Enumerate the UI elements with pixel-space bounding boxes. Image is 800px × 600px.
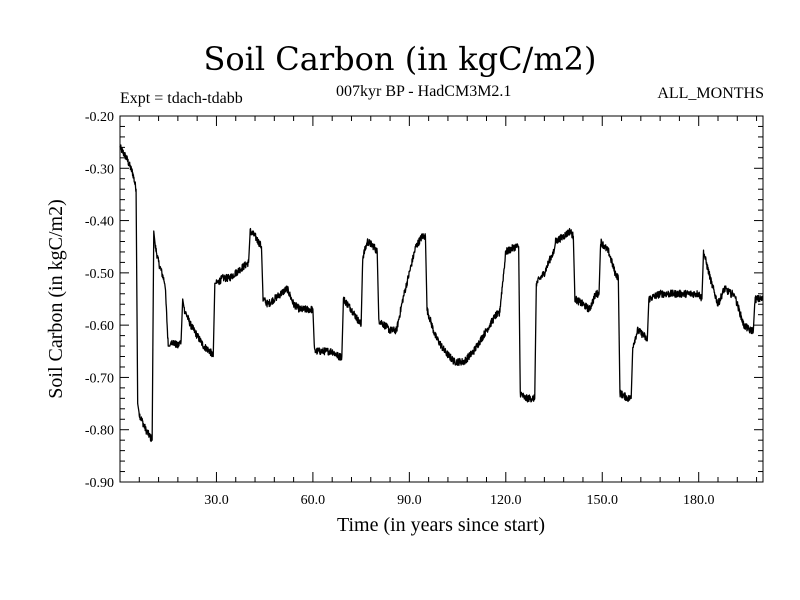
y-tick-label: -0.60: [85, 319, 114, 334]
months-label: ALL_MONTHS: [657, 85, 764, 102]
period-model-label: 007kyr BP - HadCM3M2.1: [336, 83, 512, 100]
y-tick-label: -0.80: [85, 424, 114, 439]
y-tick-label: -0.50: [85, 267, 114, 282]
experiment-label: Expt = tdach-tdabb: [120, 90, 243, 107]
tick-labels: -0.20 -0.30 -0.40 -0.50 -0.60 -0.70 -0.80 -0.90…: [85, 110, 715, 508]
x-tick-label: 180.0: [683, 493, 715, 508]
x-tick-label: 30.0: [204, 493, 229, 508]
x-axis-label: Time (in years since start): [337, 514, 545, 536]
series-layer: [119, 144, 764, 443]
y-tick-label: -0.90: [85, 476, 114, 491]
y-tick-label: -0.20: [85, 110, 114, 125]
y-tick-label: -0.70: [85, 371, 114, 386]
x-tick-label: 60.0: [301, 493, 326, 508]
y-tick-label: -0.40: [85, 215, 114, 230]
x-tick-label: 90.0: [397, 493, 422, 508]
series-line: [119, 144, 764, 443]
y-axis-label: Soil Carbon (in kgC/m2): [45, 199, 67, 398]
x-tick-label: 150.0: [587, 493, 619, 508]
chart-title: Soil Carbon (in kgC/m2): [203, 40, 597, 78]
plot-frame: [119, 115, 764, 483]
x-tick-label: 120.0: [490, 493, 522, 508]
axis-ticks: [120, 115, 763, 483]
y-tick-label: -0.30: [85, 162, 114, 177]
